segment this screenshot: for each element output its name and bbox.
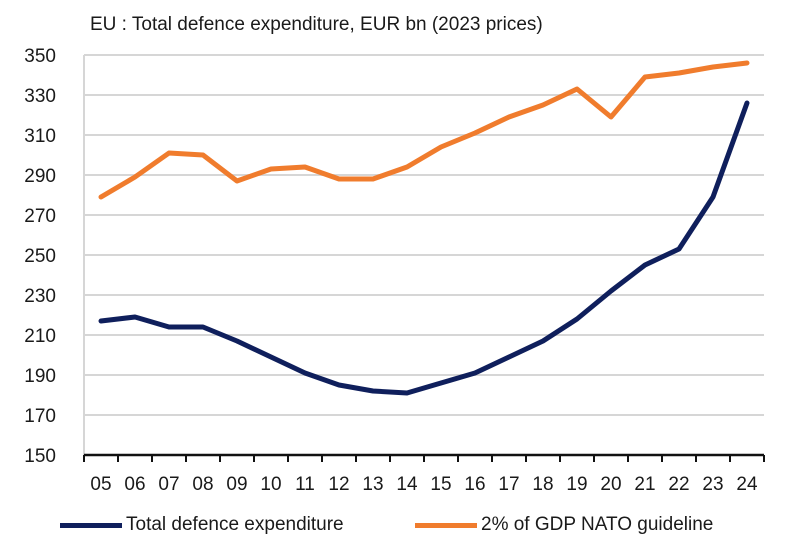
y-tick-label: 270	[24, 206, 56, 227]
legend-label-total: Total defence expenditure	[126, 514, 344, 535]
x-tick-label: 07	[158, 474, 179, 495]
series-line-1	[98, 60, 750, 200]
legend-swatch-total	[60, 522, 122, 528]
y-tick-label: 150	[24, 446, 56, 467]
y-tick-label: 210	[24, 326, 56, 347]
x-tick-label: 18	[532, 474, 553, 495]
x-tick-label: 05	[90, 474, 111, 495]
x-tick-label: 16	[464, 474, 485, 495]
x-tick-label: 09	[226, 474, 247, 495]
x-tick-label: 13	[362, 474, 383, 495]
x-tick-label: 14	[396, 474, 418, 495]
x-tick-label: 06	[124, 474, 145, 495]
y-tick-label: 330	[24, 86, 56, 107]
x-tick-label: 10	[260, 474, 281, 495]
chart-title: EU : Total defence expenditure, EUR bn (…	[90, 14, 543, 35]
x-tick-label: 21	[634, 474, 655, 495]
y-tick-label: 250	[24, 246, 56, 267]
legend-item-total: Total defence expenditure	[60, 514, 344, 536]
y-tick-label: 350	[24, 46, 56, 67]
x-tick-label: 20	[600, 474, 621, 495]
x-tick-label: 17	[498, 474, 519, 495]
x-tick-label: 23	[702, 474, 723, 495]
legend-item-nato: 2% of GDP NATO guideline	[415, 514, 713, 536]
y-tick-label: 190	[24, 366, 56, 387]
x-tick-label: 19	[566, 474, 587, 495]
x-tick-label: 24	[736, 474, 758, 495]
series-line-0	[98, 100, 750, 396]
legend-swatch-nato	[415, 522, 477, 528]
y-tick-label: 230	[24, 286, 56, 307]
x-tick-label: 15	[430, 474, 451, 495]
x-tick-label: 22	[668, 474, 689, 495]
x-tick-label: 12	[328, 474, 349, 495]
legend-label-nato: 2% of GDP NATO guideline	[481, 514, 714, 535]
x-tick-label: 11	[295, 474, 315, 495]
x-tick-label: 08	[192, 474, 213, 495]
y-tick-label: 170	[24, 406, 56, 427]
y-tick-label: 290	[24, 166, 56, 187]
y-tick-label: 310	[24, 126, 56, 147]
